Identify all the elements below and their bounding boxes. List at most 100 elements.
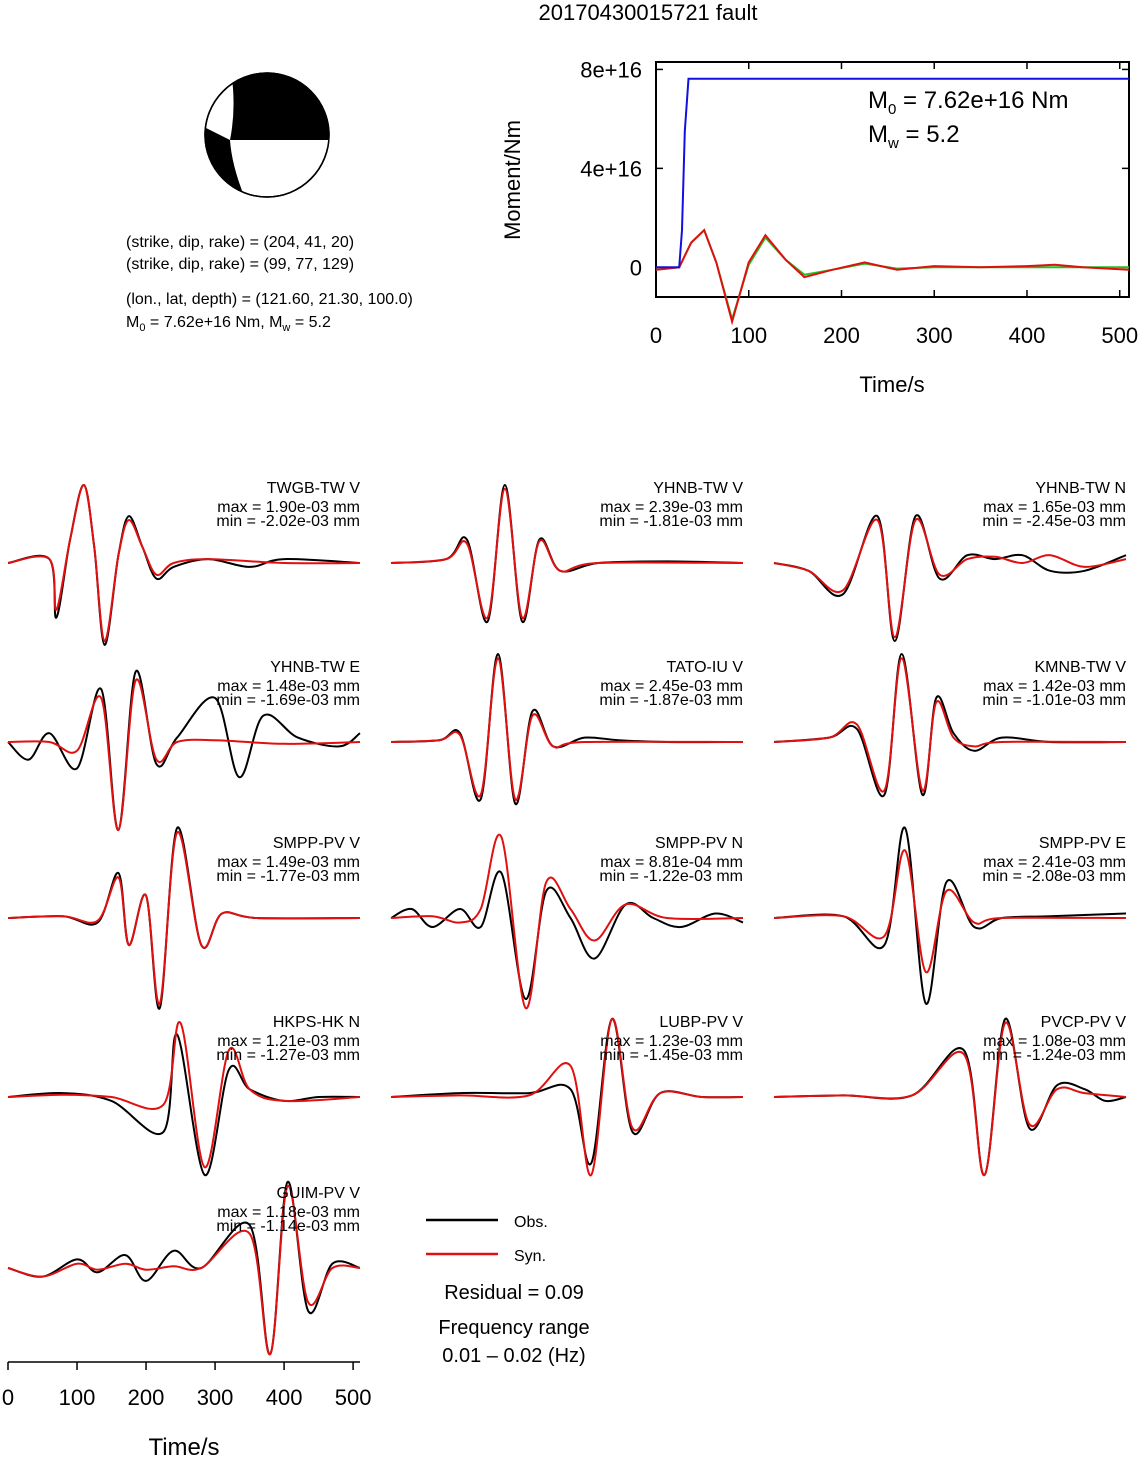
compressional-quadrant-ne	[228, 73, 329, 140]
synthetic-trace	[773, 1021, 1127, 1177]
legend: Obs. Syn. Residual = 0.09 Frequency rang…	[426, 1214, 590, 1367]
legend-obs-label: Obs.	[514, 1214, 548, 1231]
frequency-range-value: 0.01 – 0.02 (Hz)	[442, 1345, 585, 1367]
trace-max-label: max = 1.08e-03 mm	[983, 1033, 1126, 1050]
synthetic-trace	[390, 1017, 744, 1177]
moment-summary: M0 = 7.62e+16 Nm, Mw = 5.2	[126, 314, 331, 334]
waveform-xtick-label: 100	[59, 1385, 96, 1410]
trace-min-label: min = -1.22e-03 mm	[599, 868, 743, 885]
synthetic-trace	[773, 517, 1127, 639]
observed-trace	[773, 652, 1127, 798]
trace-min-label: min = -1.69e-03 mm	[216, 692, 360, 709]
nodal-plane-1: (strike, dip, rake) = (204, 41, 20)	[126, 234, 354, 251]
observed-trace	[773, 514, 1127, 643]
trace-min-label: min = -1.27e-03 mm	[216, 1047, 360, 1064]
waveform-xtick-label: 0	[2, 1385, 14, 1410]
moment-annotation-mw: Mw = 5.2	[868, 121, 960, 152]
synthetic-trace	[773, 849, 1127, 974]
trace-min-label: min = -1.81e-03 mm	[599, 513, 743, 530]
synthetic-trace	[390, 487, 744, 620]
trace-station-label: LUBP-PV V	[659, 1014, 743, 1031]
moment-annotation-m0: M0 = 7.62e+16 Nm	[868, 87, 1068, 118]
trace-max-label: max = 2.41e-03 mm	[983, 854, 1126, 871]
trace-min-label: min = -1.24e-03 mm	[982, 1047, 1126, 1064]
trace-min-label: min = -2.02e-03 mm	[216, 513, 360, 530]
moment-xtick-label: 200	[823, 323, 860, 348]
trace-station-label: TWGB-TW V	[267, 480, 361, 497]
moment-ytick-label: 0	[630, 255, 642, 280]
moment-xlabel: Time/s	[859, 372, 924, 397]
waveform-xtick-label: 200	[128, 1385, 165, 1410]
synthetic-trace	[7, 1185, 361, 1356]
waveform-xtick-label: 400	[266, 1385, 303, 1410]
waveform-xlabel: Time/s	[148, 1434, 219, 1458]
trace-max-label: max = 1.18e-03 mm	[217, 1204, 360, 1221]
trace-min-label: min = -1.77e-03 mm	[216, 868, 360, 885]
trace-min-label: min = -1.01e-03 mm	[982, 692, 1126, 709]
moment-chart: 0 100 200 300 400 500 0 4e+16 8e+16 Moment/Nm Ti…	[500, 57, 1138, 397]
trace-max-label: max = 1.23e-03 mm	[600, 1033, 743, 1050]
moment-xtick-label: 400	[1009, 323, 1046, 348]
legend-syn-label: Syn.	[514, 1248, 546, 1265]
trace-station-label: YHNB-TW E	[270, 659, 360, 676]
trace-station-label: TATO-IU V	[667, 659, 744, 676]
source-location: (lon., lat, depth) = (121.60, 21.30, 100…	[126, 291, 413, 308]
synthetic-trace	[7, 1021, 361, 1169]
trace-station-label: GUIM-PV V	[276, 1185, 360, 1202]
synthetic-trace	[7, 831, 361, 1005]
moment-xtick-label: 100	[730, 323, 767, 348]
trace-min-label: min = -2.08e-03 mm	[982, 868, 1126, 885]
synthetic-trace	[390, 657, 744, 801]
moment-rate-red-line	[655, 228, 1130, 326]
moment-xtick-label: 0	[650, 323, 662, 348]
observed-trace	[390, 652, 744, 805]
trace-max-label: max = 2.45e-03 mm	[600, 678, 743, 695]
moment-xtick-label: 500	[1101, 323, 1138, 348]
synthetic-trace	[7, 678, 361, 832]
trace-max-label: max = 1.21e-03 mm	[217, 1033, 360, 1050]
moment-plot-frame	[655, 61, 1130, 298]
moment-xtick-label: 300	[916, 323, 953, 348]
waveform-xtick-label: 500	[335, 1385, 372, 1410]
figure-title: 20170430015721 fault	[539, 0, 758, 25]
trace-min-label: min = -2.45e-03 mm	[982, 513, 1126, 530]
trace-station-label: HKPS-HK N	[273, 1014, 360, 1031]
trace-station-label: KMNB-TW V	[1034, 659, 1126, 676]
synthetic-trace	[390, 833, 744, 1010]
waveform-xtick-label: 300	[197, 1385, 234, 1410]
trace-station-label: SMPP-PV V	[273, 835, 360, 852]
trace-max-label: max = 2.39e-03 mm	[600, 499, 743, 516]
observed-trace	[390, 870, 744, 1001]
moment-ytick-label: 8e+16	[580, 57, 642, 82]
moment-ytick-label: 4e+16	[580, 156, 642, 181]
synthetic-trace	[773, 657, 1127, 793]
waveform-time-axis: 0 100 200 300 400 500 Time/s	[2, 1361, 372, 1458]
trace-station-label: PVCP-PV V	[1041, 1014, 1127, 1031]
trace-max-label: max = 1.48e-03 mm	[217, 678, 360, 695]
trace-min-label: min = -1.45e-03 mm	[599, 1047, 743, 1064]
trace-max-label: max = 8.81e-04 mm	[600, 854, 743, 871]
trace-max-label: max = 1.90e-03 mm	[217, 499, 360, 516]
beachball	[204, 72, 330, 198]
frequency-range-label: Frequency range	[438, 1317, 589, 1339]
trace-station-label: SMPP-PV E	[1039, 835, 1126, 852]
cumulative-moment-line	[656, 77, 1129, 269]
trace-max-label: max = 1.42e-03 mm	[983, 678, 1126, 695]
trace-max-label: max = 1.65e-03 mm	[983, 499, 1126, 516]
trace-min-label: min = -1.87e-03 mm	[599, 692, 743, 709]
trace-min-label: min = -1.14e-03 mm	[216, 1218, 360, 1235]
residual-text: Residual = 0.09	[444, 1282, 584, 1304]
